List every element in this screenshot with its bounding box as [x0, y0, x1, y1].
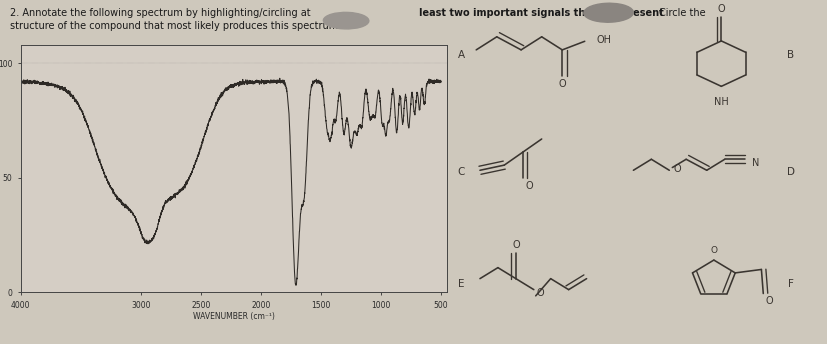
Text: 2. Annotate the following spectrum by highlighting/circling at: 2. Annotate the following spectrum by hi… — [10, 8, 313, 18]
Text: D: D — [786, 167, 794, 177]
Text: O: O — [710, 246, 717, 255]
Text: B: B — [786, 50, 793, 60]
Text: O: O — [525, 181, 533, 192]
Text: structure of the compound that most likely produces this spectrum.: structure of the compound that most like… — [10, 21, 341, 31]
Text: O: O — [717, 4, 724, 14]
Text: O: O — [764, 296, 772, 306]
Text: Circle the: Circle the — [658, 8, 705, 18]
Text: A: A — [457, 50, 464, 60]
Text: O: O — [511, 240, 519, 250]
Text: O: O — [536, 288, 543, 298]
Text: NH: NH — [713, 97, 728, 107]
Text: O: O — [557, 79, 566, 89]
Text: O: O — [673, 163, 681, 174]
Text: C: C — [457, 167, 464, 177]
Text: F: F — [786, 279, 792, 289]
Text: N: N — [751, 158, 758, 168]
X-axis label: WAVENUMBER (cm⁻¹): WAVENUMBER (cm⁻¹) — [193, 312, 275, 321]
Text: least two important signals that are present: least two important signals that are pre… — [418, 8, 663, 18]
Text: E: E — [457, 279, 464, 289]
Text: OH: OH — [596, 34, 611, 45]
